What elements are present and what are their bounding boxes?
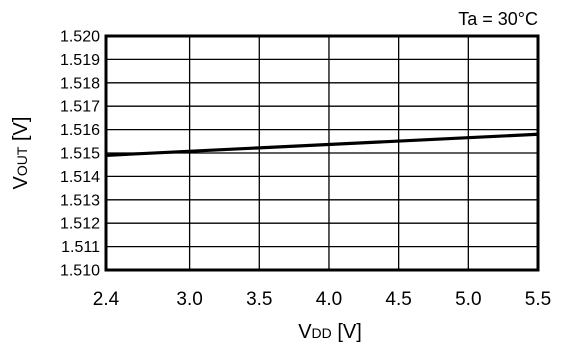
series-layer <box>105 132 539 157</box>
x-tick-label: 3.5 <box>246 289 272 310</box>
x-tick-label: 2.4 <box>93 289 120 310</box>
x-tick-label: 4.0 <box>316 289 342 310</box>
y-tick-label: 1.519 <box>60 52 100 69</box>
x-tick-label: 5.5 <box>525 289 551 310</box>
y-axis-title: VOUT [V] <box>10 117 32 190</box>
y-tick-label: 1.514 <box>60 169 100 186</box>
y-tick-label: 1.517 <box>60 99 100 116</box>
y-tick-labels: 1.510 1.511 1.512 1.513 1.514 1.515 1.516 1.517… <box>60 29 100 280</box>
temperature-annotation: Ta = 30°C <box>458 9 538 29</box>
x-tick-label: 5.0 <box>455 289 481 310</box>
y-tick-label: 1.520 <box>60 29 100 46</box>
x-tick-label: 3.0 <box>176 289 202 310</box>
y-tick-label: 1.512 <box>60 216 100 233</box>
y-tick-label: 1.516 <box>60 122 100 139</box>
y-axis-title-unit: [V] <box>10 117 32 147</box>
y-axis-title-sub: OUT <box>14 146 30 176</box>
x-axis-title-unit: [V] <box>332 321 362 343</box>
x-axis-title-sub: DD <box>312 325 332 341</box>
series-line <box>105 132 539 157</box>
y-tick-label: 1.510 <box>60 263 100 280</box>
y-tick-label: 1.513 <box>60 192 100 209</box>
x-tick-labels: 2.4 3.0 3.5 4.0 4.5 5.0 5.5 <box>93 289 551 310</box>
x-tick-label: 4.5 <box>385 289 411 310</box>
x-axis-title-main: V <box>298 321 312 343</box>
x-axis-title: VDD [V] <box>298 321 362 343</box>
plot-frame <box>104 34 540 272</box>
y-tick-label: 1.518 <box>60 75 100 92</box>
y-tick-label: 1.511 <box>61 239 100 256</box>
y-axis-title-main: V <box>10 175 32 189</box>
y-tick-label: 1.515 <box>60 146 100 163</box>
